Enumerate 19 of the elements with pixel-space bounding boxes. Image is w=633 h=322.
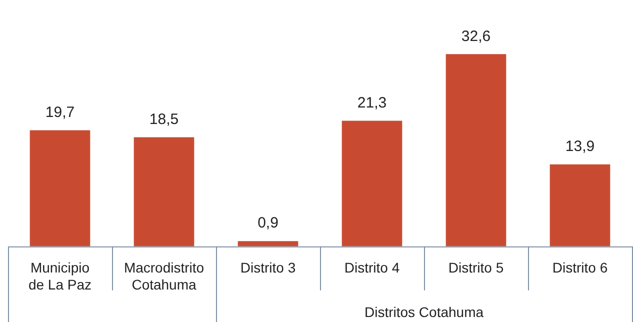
- x-tick-label: Macrodistrito Cotahuma: [124, 260, 204, 292]
- data-label: 19,7: [45, 104, 75, 121]
- x-tick-label: Distrito 4: [344, 260, 400, 276]
- bar: [550, 164, 610, 246]
- x-tick-label: Municipio de La Paz: [28, 260, 92, 292]
- data-label: 18,5: [149, 110, 179, 128]
- data-label: 13,9: [565, 138, 595, 156]
- x-tick-label: Distrito 3: [240, 260, 296, 276]
- bar: [446, 54, 506, 246]
- x-tick-label: Distrito 6: [552, 260, 608, 276]
- bar: [238, 241, 298, 246]
- data-label: 32,6: [461, 28, 491, 45]
- text: Distritos Cotahuma: [364, 304, 484, 320]
- data-label: 21,3: [357, 94, 387, 112]
- bar: [134, 137, 194, 246]
- x-tick-label: Distrito 5: [448, 260, 504, 276]
- data-label: 0,9: [258, 214, 278, 232]
- bar: [30, 130, 90, 246]
- bar: [342, 120, 402, 246]
